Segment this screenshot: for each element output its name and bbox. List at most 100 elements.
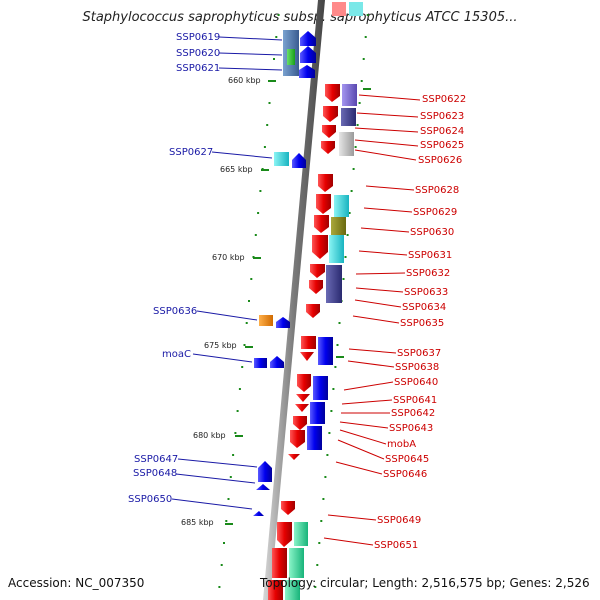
gene-arrow[interactable] [253,511,264,516]
gene-arrow[interactable] [313,376,328,400]
gene-arrow[interactable] [318,337,333,365]
gene-arrow[interactable] [299,65,315,78]
scale-label: 685 kbp [181,518,214,527]
gene-arrow[interactable] [277,522,292,547]
gene-label[interactable]: SSP0637 [397,348,441,359]
gene-label[interactable]: SSP0627 [169,147,213,158]
gene-arrow[interactable] [297,374,311,392]
gene-arrow[interactable] [272,548,287,578]
gene-arrow[interactable] [318,174,333,192]
scale-dot [350,190,353,192]
gene-label[interactable]: SSP0646 [383,469,427,480]
gene-arrow[interactable] [322,125,336,138]
gene-arrow[interactable] [316,194,331,214]
left-gene-labels: SSP0619 SSP0620 SSP0621 SSP0627 SSP0636 … [128,32,283,510]
gene-arrow[interactable] [314,215,329,233]
gene-label[interactable]: SSP0651 [374,540,418,551]
gene-label[interactable]: SSP0621 [176,63,220,74]
gene-label[interactable]: moaC [162,349,191,360]
gene-arrow[interactable] [288,454,300,460]
gene-label[interactable]: SSP0641 [393,395,437,406]
scale-dot [232,454,235,456]
gene-label[interactable]: SSP0623 [420,111,464,122]
gene-label[interactable]: SSP0620 [176,48,220,59]
gene-label[interactable]: SSP0647 [134,454,178,465]
scale-ticks [225,80,371,525]
gene-arrow[interactable] [301,336,316,349]
scale-dot [358,102,361,104]
gene-arrow[interactable] [310,264,325,278]
gene-label[interactable]: SSP0622 [422,94,466,105]
gene-arrow[interactable] [292,153,306,168]
scale-dot [266,124,269,126]
gene-arrow[interactable] [258,461,272,482]
gene-arrow[interactable] [323,106,338,122]
scale-dot [218,586,221,588]
gene-arrow[interactable] [290,430,305,448]
gene-arrow[interactable] [295,404,309,412]
scale-dot [338,322,341,324]
gene-label[interactable]: SSP0630 [410,227,454,238]
gene-arrow[interactable] [293,416,307,430]
gene-arrow[interactable] [276,317,290,328]
reverse-strand-genes [253,31,333,516]
scale-dot [364,36,367,38]
gene-arrow[interactable] [296,394,310,402]
scale-dot [277,14,280,16]
scale-dot [332,388,335,390]
scale-dot [336,344,339,346]
gene-arrow[interactable] [268,580,283,600]
cog-block [289,548,304,578]
scale-label: 670 kbp [212,253,245,262]
gene-label[interactable]: SSP0645 [385,454,429,465]
scale-dot [334,366,337,368]
gene-arrow[interactable] [300,31,316,46]
gene-arrow[interactable] [306,304,320,318]
gene-arrow[interactable] [321,141,335,154]
gene-label[interactable]: SSP0634 [402,302,446,313]
scale-dot [220,564,223,566]
cog-block [294,522,308,546]
gene-label[interactable]: SSP0636 [153,306,197,317]
gene-label[interactable]: SSP0632 [406,268,450,279]
gene-label[interactable]: SSP0648 [133,468,177,479]
gene-label[interactable]: SSP0624 [420,126,464,137]
scale-dot [223,542,225,544]
gene-arrow[interactable] [325,84,340,102]
gene-arrow[interactable] [281,501,295,515]
gene-label[interactable]: SSP0631 [408,250,452,261]
gene-label[interactable]: SSP0628 [415,185,459,196]
scale-dot [245,322,248,324]
scale-dot [263,146,266,148]
gene-label[interactable]: mobA [387,439,416,450]
gene-label[interactable]: SSP0638 [395,362,439,373]
gene-arrow[interactable] [256,484,270,490]
gene-arrow[interactable] [312,235,328,259]
gene-label[interactable]: SSP0643 [389,423,433,434]
gene-label[interactable]: SSP0619 [176,32,220,43]
gene-label[interactable]: SSP0649 [377,515,421,526]
gene-label[interactable]: SSP0625 [420,140,464,151]
gene-label[interactable]: SSP0633 [404,287,448,298]
gene-label[interactable]: SSP0642 [391,408,435,419]
scale-dot [273,58,275,60]
gene-arrow[interactable] [300,352,314,361]
gene-label[interactable]: SSP0650 [128,494,172,505]
gene-label[interactable]: SSP0640 [394,377,438,388]
gene-arrow[interactable] [310,402,325,424]
gene-arrow[interactable] [309,280,323,294]
gene-label[interactable]: SSP0626 [418,155,462,166]
gene-arrow[interactable] [254,358,267,368]
gene-arrow[interactable] [300,46,316,63]
gene-label[interactable]: SSP0635 [400,318,444,329]
scale-label: 675 kbp [204,341,237,350]
cog-block [341,108,356,126]
scale-dot [236,410,239,412]
scale-dot [250,278,253,280]
gene-label[interactable]: SSP0629 [413,207,457,218]
gene-arrow[interactable] [307,426,322,450]
gene-arrow[interactable] [270,356,284,368]
scale-dot [268,102,271,104]
scale-dot [328,432,331,434]
cog-block [274,152,289,166]
